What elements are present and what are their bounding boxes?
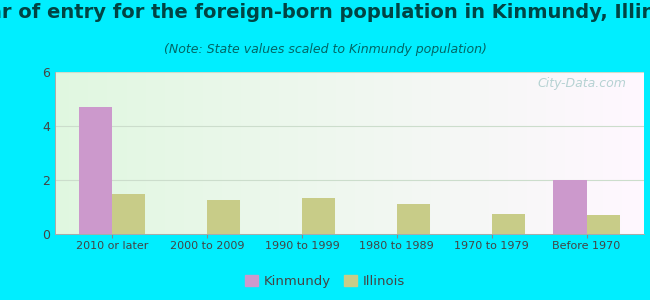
Text: Year of entry for the foreign-born population in Kinmundy, Illinois: Year of entry for the foreign-born popul… — [0, 3, 650, 22]
Bar — [396, 204, 430, 234]
Text: (Note: State values scaled to Kinmundy population): (Note: State values scaled to Kinmundy p… — [164, 44, 486, 56]
Bar — [112, 194, 146, 234]
Bar — [207, 200, 240, 234]
Bar — [491, 214, 525, 234]
Bar — [553, 180, 586, 234]
Bar — [586, 215, 620, 234]
Bar — [302, 197, 335, 234]
Bar — [79, 107, 112, 234]
Legend: Kinmundy, Illinois: Kinmundy, Illinois — [240, 270, 410, 293]
Text: City-Data.com: City-Data.com — [537, 77, 626, 90]
